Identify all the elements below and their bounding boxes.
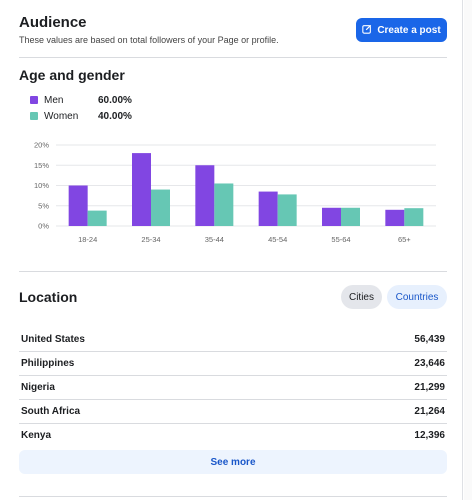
x-tick-label: 65+ <box>398 235 411 244</box>
legend-label-women: Women <box>44 110 79 122</box>
x-tick-label: 25-34 <box>141 235 160 244</box>
see-more-button[interactable]: See more <box>19 450 447 474</box>
divider <box>19 271 447 272</box>
legend-item-women: Women 40.00% <box>30 109 132 123</box>
location-row: United States 56,439 <box>19 328 447 352</box>
location-count: 56,439 <box>414 334 445 345</box>
location-title: Location <box>19 289 78 305</box>
y-tick-label: 5% <box>38 201 49 210</box>
bar-men <box>132 153 151 226</box>
bar-men <box>322 207 341 226</box>
bar-women <box>214 183 234 226</box>
location-name: Philippines <box>21 358 75 369</box>
legend-swatch-women <box>30 112 38 120</box>
legend-swatch-men <box>30 96 38 104</box>
bar-men <box>258 191 278 226</box>
bar-women <box>277 194 297 226</box>
bar-women <box>404 208 424 226</box>
legend-item-men: Men 60.00% <box>30 93 132 107</box>
location-row: Kenya 12,396 <box>19 424 447 448</box>
age-gender-chart: 0% 5% 10% 15% 20% 18-24 25-34 35-44 45-54 55-64 65… <box>34 141 436 244</box>
bar-men <box>385 209 405 226</box>
tab-cities[interactable]: Cities <box>341 285 382 309</box>
location-row: Nigeria 21,299 <box>19 376 447 400</box>
divider <box>19 496 447 497</box>
location-count: 23,646 <box>414 358 445 369</box>
edit-icon <box>362 24 372 37</box>
bar-women <box>87 210 107 226</box>
age-gender-title: Age and gender <box>19 67 125 83</box>
divider <box>19 57 447 58</box>
legend-value-women: 40.00% <box>98 110 132 122</box>
y-tick-label: 15% <box>34 161 49 170</box>
scrollbar[interactable] <box>464 0 472 500</box>
x-tick-label: 35-44 <box>205 235 224 244</box>
y-tick-label: 0% <box>38 222 49 231</box>
legend-value-men: 60.00% <box>98 94 132 106</box>
location-name: United States <box>21 334 85 345</box>
x-tick-label: 55-64 <box>331 235 350 244</box>
legend-label-men: Men <box>44 94 64 106</box>
location-name: Nigeria <box>21 382 55 393</box>
page-subtitle: These values are based on total follower… <box>19 35 279 45</box>
location-row: Philippines 23,646 <box>19 352 447 376</box>
bar-women <box>151 189 170 226</box>
y-tick-label: 10% <box>34 181 49 190</box>
bar-women <box>341 207 360 226</box>
y-tick-label: 20% <box>34 141 49 150</box>
location-count: 21,299 <box>414 382 445 393</box>
tab-countries[interactable]: Countries <box>387 285 447 309</box>
bar-men <box>195 165 215 226</box>
location-count: 12,396 <box>414 430 445 441</box>
x-tick-label: 45-54 <box>268 235 287 244</box>
location-row: South Africa 21,264 <box>19 400 447 424</box>
page-title: Audience <box>19 14 87 31</box>
location-name: South Africa <box>21 406 81 417</box>
location-count: 21,264 <box>414 406 445 417</box>
bar-men <box>68 185 88 226</box>
create-post-label: Create a post <box>377 24 441 36</box>
x-tick-label: 18-24 <box>78 235 97 244</box>
create-post-button[interactable]: Create a post <box>356 18 447 42</box>
location-name: Kenya <box>21 430 52 441</box>
